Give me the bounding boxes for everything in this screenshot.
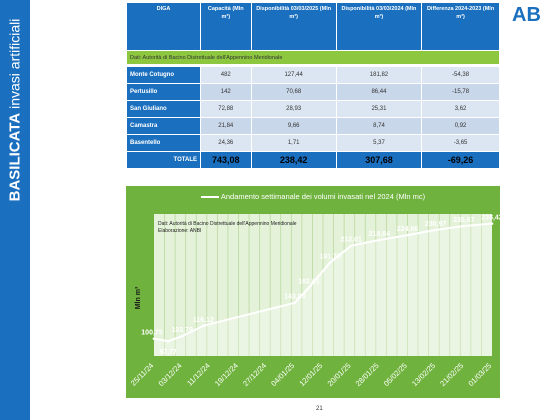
y-axis-label: Mln m³ [135, 286, 142, 309]
total-diff: -69,26 [421, 151, 500, 169]
data-point [434, 228, 437, 232]
dam-name: Pertusillo [126, 83, 201, 101]
data-label: 100,75 [141, 330, 163, 337]
page-number: 21 [316, 406, 323, 412]
dam-name: San Giuliano [126, 100, 201, 118]
x-tick-label: 13/02/25 [410, 361, 437, 388]
total-disp-2024: 307,68 [335, 151, 423, 169]
table-row: Monte Cotugno 482 127,44 181,82 -54,38 [126, 66, 500, 84]
x-tick-label: 04/01/25 [269, 361, 296, 388]
dam-name: Camastra [126, 117, 201, 135]
x-tick-label: 03/12/24 [157, 361, 184, 388]
chart-title: Andamento settimanale dei volumi invasat… [126, 192, 500, 201]
diff-cell: -3,65 [421, 134, 500, 152]
chart-source-line2: Elaborazione: ANBI [158, 228, 202, 234]
disp-2025-cell: 9,66 [250, 117, 337, 135]
x-tick-label: 01/03/25 [466, 361, 493, 388]
sidebar-title: BASILICATA invasi artificiali [0, 0, 30, 420]
data-point [152, 337, 156, 340]
sidebar-title-bold: BASILICATA [6, 112, 24, 202]
dams-table: DIGA Capacità (Mln m³) Disponibilità 03/… [126, 2, 500, 169]
table-row: Basentello 24,36 1,71 5,37 -3,65 [126, 134, 500, 152]
diff-cell: 3,62 [421, 100, 500, 118]
table-row: Pertusillo 142 70,68 86,44 -15,78 [126, 83, 500, 101]
data-point [490, 222, 494, 225]
x-tick-label: 28/01/25 [354, 361, 381, 388]
data-point [293, 301, 297, 304]
capacity-cell: 24,36 [200, 134, 252, 152]
data-label: 235,67 [453, 217, 475, 224]
total-row: TOTALE 743,08 238,42 307,68 -69,26 [126, 151, 500, 169]
data-point [201, 324, 205, 328]
data-point [307, 286, 311, 289]
area-fill [154, 223, 492, 356]
data-label: 116,12 [193, 317, 214, 324]
diff-cell: -15,78 [421, 83, 500, 101]
x-tick-label: 12/01/25 [297, 361, 324, 388]
data-point [462, 224, 466, 228]
data-label: 212,01 [340, 237, 362, 244]
data-point [349, 244, 353, 248]
disp-2024-cell: 25,31 [335, 100, 423, 118]
dam-name: Monte Cotugno [126, 66, 201, 84]
data-point [166, 339, 170, 343]
legend-swatch [200, 196, 219, 199]
x-tick-label: 25/11/24 [129, 361, 156, 388]
header-capacita: Capacità (Mln m³) [200, 2, 252, 51]
side-bar [0, 0, 30, 420]
data-label: 230,97 [425, 221, 447, 228]
data-label: 218,84 [369, 231, 391, 238]
data-label: 224,66 [397, 226, 419, 233]
x-tick-label: 11/12/24 [185, 361, 212, 388]
x-tick-label: 20/01/25 [326, 361, 353, 388]
data-label: 238,42 [481, 215, 500, 222]
table-source: Dati: Autorità di Bacino Distrettuale de… [126, 50, 500, 65]
anbi-logo: AB [512, 4, 541, 24]
chart-source-line1: Dati: Autorità di Bacino Distrettuale de… [158, 221, 297, 227]
x-tick-label: 21/02/25 [438, 361, 465, 388]
header-disp-2024: Disponibilità 03/03/2024 (Mln m³) [335, 2, 423, 51]
table-row: San Giuliano 72,88 28,93 25,31 3,62 [126, 100, 500, 118]
chart-source: Dati: Autorità di Bacino Distrettuale de… [158, 221, 297, 235]
disp-2024-cell: 8,74 [335, 117, 423, 135]
diff-cell: 0,92 [421, 117, 500, 135]
chart-title-text: Andamento settimanale dei volumi invasat… [220, 192, 426, 201]
logo-text: AB [512, 4, 541, 24]
data-label: 162,01 [298, 278, 320, 285]
data-point [406, 233, 409, 237]
capacity-cell: 72,88 [200, 100, 252, 118]
chart-panel: 100,75 97,77 103,79 116,12 143,83 162,01 191,7… [126, 186, 500, 398]
data-label: 103,79 [171, 327, 193, 334]
disp-2024-cell: 181,82 [335, 66, 423, 84]
data-label: 191,76 [319, 254, 341, 261]
dam-name: Basentello [126, 134, 201, 152]
capacity-cell: 142 [200, 83, 252, 101]
header-diga: DIGA [126, 2, 201, 51]
x-tick-label: 05/02/25 [382, 361, 409, 388]
total-disp-2025: 238,42 [250, 151, 337, 169]
total-label: TOTALE [126, 151, 201, 169]
header-disp-2025: Disponibilità 03/03/2025 (Mln m³) [250, 2, 337, 51]
total-capacity: 743,08 [200, 151, 252, 169]
capacity-cell: 21,84 [200, 117, 252, 135]
disp-2024-cell: 5,37 [335, 134, 423, 152]
header-differenza: Differenza 2024-2023 (Mln m³) [421, 2, 500, 51]
disp-2025-cell: 127,44 [250, 66, 337, 84]
x-tick-label: 27/12/24 [241, 361, 268, 388]
x-tick-label: 19/12/24 [213, 361, 240, 388]
sidebar-title-rest: invasi artificiali [6, 18, 23, 109]
data-label: 143,83 [284, 294, 306, 301]
capacity-cell: 482 [200, 66, 252, 84]
data-point [180, 334, 184, 338]
data-point [328, 261, 332, 264]
data-label: 97,77 [159, 349, 177, 356]
data-point [378, 238, 381, 242]
disp-2024-cell: 86,44 [335, 83, 423, 101]
diff-cell: -54,38 [421, 66, 500, 84]
table-row: Camastra 21,84 9,66 8,74 0,92 [126, 117, 500, 135]
disp-2025-cell: 1,71 [250, 134, 337, 152]
disp-2025-cell: 70,68 [250, 83, 337, 101]
disp-2025-cell: 28,93 [250, 100, 337, 118]
